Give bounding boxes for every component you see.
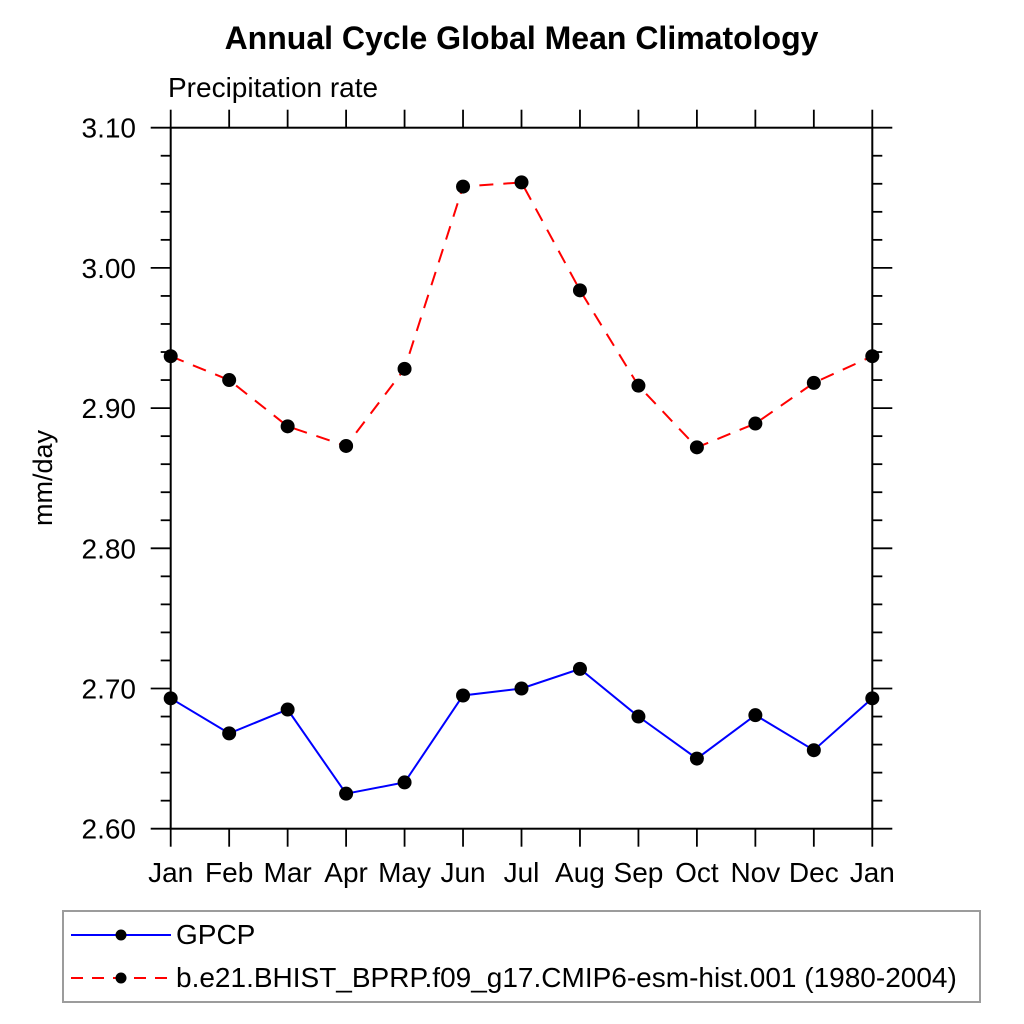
data-point-marker-model xyxy=(456,179,471,194)
data-point-marker-gpcp xyxy=(456,688,471,703)
plot-frame xyxy=(169,126,874,830)
data-point-marker-gpcp xyxy=(631,709,646,724)
y-axis-tick-label: 3.10 xyxy=(82,113,137,144)
x-axis-tick-label: Jan xyxy=(148,857,193,888)
data-point-marker-gpcp xyxy=(689,751,704,766)
x-axis-tick-label: Aug xyxy=(555,857,605,888)
data-point-marker-model xyxy=(397,361,412,376)
data-point-marker-gpcp xyxy=(339,786,354,801)
chart-subtitle: Precipitation rate xyxy=(168,72,379,103)
data-point-marker-gpcp xyxy=(222,726,237,741)
legend-marker-circle xyxy=(115,929,127,941)
y-axis-tick-label: 2.70 xyxy=(82,674,137,705)
x-axis-tick-label: Jun xyxy=(440,857,485,888)
data-point-marker-model xyxy=(572,283,587,298)
y-axis-title: mm/day xyxy=(28,429,58,526)
data-point-marker-gpcp xyxy=(806,743,821,758)
x-axis-tick-label: May xyxy=(378,857,431,888)
x-axis-tick-label: Mar xyxy=(264,857,312,888)
legend-label-gpcp: GPCP xyxy=(176,919,256,950)
x-axis-tick-label: Jul xyxy=(504,857,540,888)
x-axis-tick-label: Nov xyxy=(730,857,780,888)
legend-item-gpcp: GPCP xyxy=(68,920,979,950)
y-axis-tick-label: 2.90 xyxy=(82,393,137,424)
y-axis-tick-label: 3.00 xyxy=(82,253,137,284)
x-axis-tick-label: Dec xyxy=(789,857,839,888)
data-point-marker-model xyxy=(865,349,880,364)
data-point-marker-model xyxy=(806,375,821,390)
legend-sample-model-line xyxy=(71,972,171,984)
y-axis-tick-label: 2.80 xyxy=(82,533,137,564)
data-point-marker-model xyxy=(280,419,295,434)
data-point-marker-model xyxy=(339,438,354,453)
legend-item-model: b.e21.BHIST_BPRP.f09_g17.CMIP6-esm-hist.… xyxy=(68,963,979,993)
data-point-marker-model xyxy=(222,373,237,388)
legend-label-model: b.e21.BHIST_BPRP.f09_g17.CMIP6-esm-hist.… xyxy=(176,962,957,993)
data-point-marker-gpcp xyxy=(572,661,587,676)
data-point-marker-gpcp xyxy=(514,681,529,696)
data-point-marker-model xyxy=(748,416,763,431)
chart-title: Annual Cycle Global Mean Climatology xyxy=(224,20,819,56)
x-axis-tick-label: Feb xyxy=(205,857,253,888)
data-point-marker-gpcp xyxy=(748,708,763,723)
x-axis-tick-label: Sep xyxy=(614,857,664,888)
x-axis-tick-label: Apr xyxy=(324,857,368,888)
data-point-marker-model xyxy=(631,378,646,393)
legend-sample-gpcp-line xyxy=(71,929,171,941)
x-axis-tick-label: Jan xyxy=(850,857,895,888)
legend-marker-circle xyxy=(115,972,127,984)
data-point-marker-gpcp xyxy=(397,775,412,790)
data-point-marker-gpcp xyxy=(163,691,178,706)
data-point-marker-gpcp xyxy=(865,691,880,706)
data-point-marker-model xyxy=(689,440,704,455)
data-point-marker-gpcp xyxy=(280,702,295,717)
data-point-marker-model xyxy=(163,349,178,364)
legend-box: GPCP b.e21.BHIST_BPRP.f09_g17.CMIP6-esm-… xyxy=(62,910,981,1003)
x-axis-tick-label: Oct xyxy=(675,857,719,888)
series-line-model xyxy=(170,181,873,449)
y-axis-tick-label: 2.60 xyxy=(82,814,137,845)
data-point-marker-model xyxy=(514,175,529,190)
